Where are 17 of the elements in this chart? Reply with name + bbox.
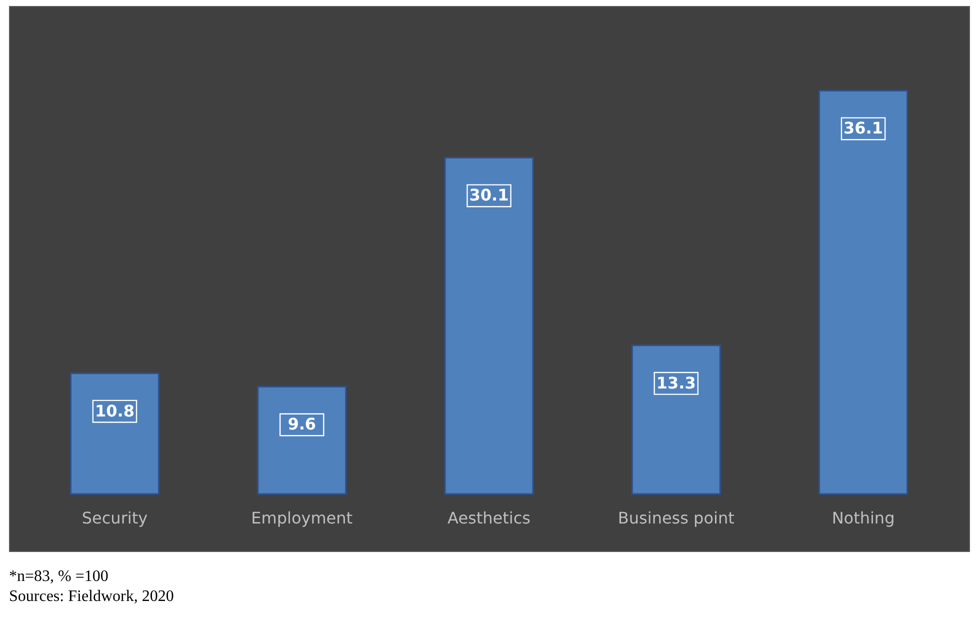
x-tick-label: Security [82,508,148,528]
bar [257,386,347,495]
data-label: 10.8 [94,401,134,420]
x-tick-label: Aesthetics [448,508,530,528]
bar [818,90,908,495]
text: *n=83, % =100 [9,568,108,585]
data-label: 13.3 [656,373,696,392]
bar [444,156,534,495]
x-tick-label: Nothing [832,508,895,528]
bar [631,344,721,495]
data-label: 30.1 [469,186,509,205]
x-tick-label: Business point [618,508,734,528]
bar [70,372,160,495]
data-label: 9.6 [288,414,316,434]
x-tick-label: Employment [251,508,353,528]
source-note: Sources: Fieldwork, 2020 [9,588,174,605]
data-label: 36.1 [844,118,884,138]
